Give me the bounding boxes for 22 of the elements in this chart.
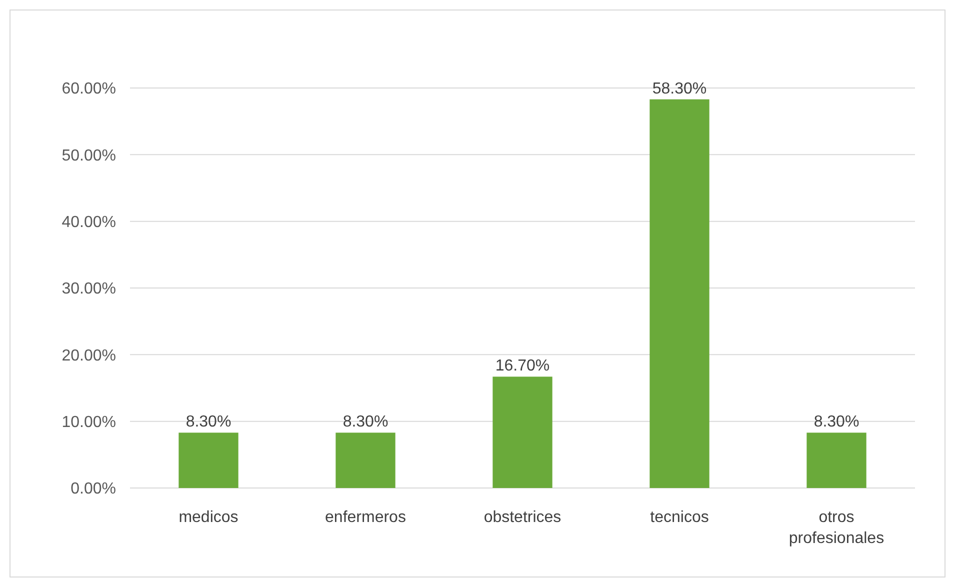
bar [650, 99, 710, 488]
bar [336, 432, 396, 488]
data-label: 8.30% [814, 414, 860, 431]
x-tick-label: tecnicos [650, 509, 709, 526]
x-tick-label: otros profesionales [788, 509, 884, 547]
y-tick-label: 10.00% [62, 414, 116, 431]
data-label: 8.30% [186, 414, 232, 431]
bar [492, 376, 552, 488]
x-tick-label: enfermeros [325, 509, 406, 526]
data-label: 16.70% [495, 358, 550, 375]
bar [806, 432, 866, 488]
y-tick-label: 50.00% [62, 147, 116, 164]
y-tick-label: 60.00% [62, 80, 116, 98]
y-tick-label: 40.00% [62, 214, 116, 231]
y-tick-label: 20.00% [62, 347, 116, 364]
data-label: 58.30% [652, 80, 707, 98]
y-tick-label: 30.00% [62, 280, 116, 298]
bar [178, 432, 238, 488]
data-label: 8.30% [342, 414, 388, 431]
x-tick-label: obstetrices [484, 509, 562, 526]
x-tick-label: medicos [178, 509, 238, 526]
y-tick-label: 0.00% [70, 480, 116, 498]
